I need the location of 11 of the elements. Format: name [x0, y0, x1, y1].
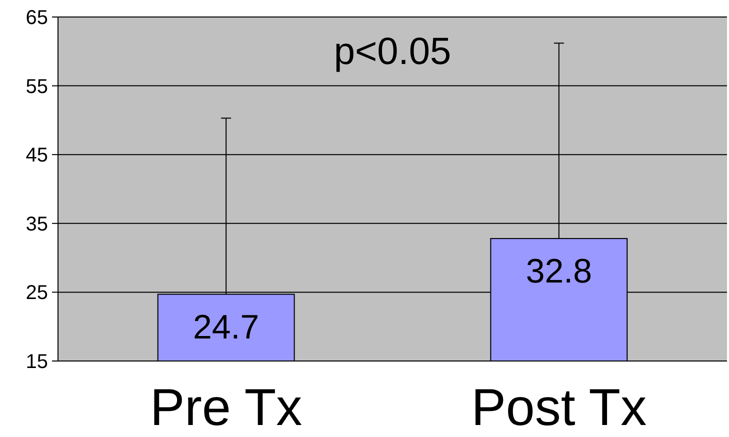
data-label: 24.7 [192, 308, 260, 346]
y-tick-label: 15 [26, 351, 48, 373]
y-tick-label: 35 [26, 213, 48, 236]
annotation: p<0.05 [334, 31, 452, 73]
y-tick-label: 55 [26, 76, 48, 98]
y-tick-label: 65 [26, 7, 48, 29]
data-label: 32.8 [526, 252, 592, 291]
y-tick-label: 25 [26, 282, 48, 304]
x-tick-label: Pre Tx [150, 379, 302, 437]
y-tick-label: 45 [26, 144, 48, 167]
x-tick-label: Post Tx [471, 379, 647, 437]
